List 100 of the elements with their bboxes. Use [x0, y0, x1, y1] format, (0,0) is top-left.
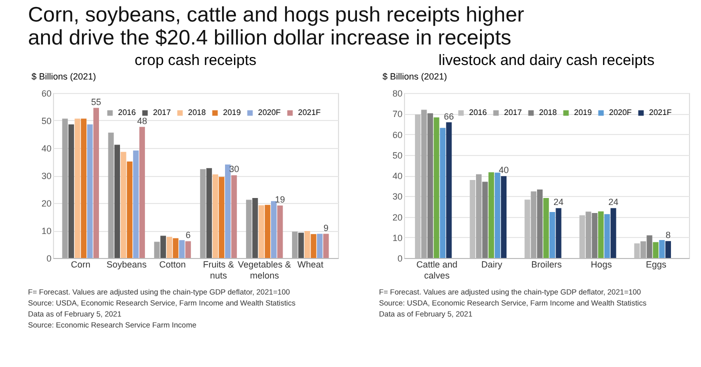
chart-title: Corn, soybeans, cattle and hogs push receipts higher and drive the $20.4 billion dollar increase in receipts — [28, 4, 524, 50]
bar — [537, 190, 543, 258]
bar — [640, 241, 646, 258]
bar — [93, 108, 99, 258]
bar — [556, 208, 562, 258]
y-tick-label: 10 — [41, 226, 52, 236]
y-tick-label: 0 — [46, 254, 52, 264]
bar — [80, 118, 86, 258]
y-tick-label: 20 — [392, 212, 402, 222]
y-axis-title: $ Billions (2021) — [32, 72, 96, 82]
bar — [126, 161, 132, 258]
x-tick-label: Cotton — [159, 260, 186, 270]
bar — [252, 198, 258, 258]
x-tick-label: Corn — [70, 260, 90, 270]
bar — [482, 182, 488, 258]
y-tick-label: 80 — [392, 88, 402, 98]
bar — [446, 122, 452, 258]
bar — [166, 236, 172, 258]
bar — [665, 241, 671, 258]
legend-label: 2021F — [649, 108, 672, 117]
bar — [114, 144, 120, 258]
bar — [598, 211, 604, 258]
bar — [185, 241, 191, 258]
bar — [323, 234, 329, 258]
bar — [316, 234, 323, 258]
legend-label: 2017 — [504, 108, 522, 117]
x-tick-label: Fruits & nuts — [202, 260, 234, 280]
legend-label: 2019 — [574, 108, 592, 117]
y-tick-label: 70 — [392, 109, 402, 120]
data-label: 6 — [186, 230, 191, 240]
y-tick-label: 10 — [392, 232, 402, 243]
x-tick-label: Vegetables & melons — [238, 260, 291, 280]
bar — [550, 212, 556, 258]
bar — [212, 174, 218, 258]
legend-label: 2019 — [223, 108, 242, 117]
y-tick-label: 50 — [392, 150, 402, 160]
bar — [304, 231, 310, 258]
bar — [292, 232, 298, 258]
bar — [246, 200, 252, 258]
bar — [218, 176, 224, 258]
bar — [298, 232, 304, 258]
y-tick-label: 60 — [392, 130, 402, 140]
y-tick-label: 60 — [41, 88, 52, 98]
y-tick-label: 50 — [41, 116, 52, 126]
bar — [476, 174, 482, 258]
x-tick-label: Cattle and calves — [416, 260, 458, 280]
bar — [421, 110, 427, 258]
legend-label: 2021F — [298, 108, 321, 117]
bar — [586, 212, 592, 258]
bar — [74, 118, 80, 258]
bar — [231, 175, 237, 258]
y-tick-label: 40 — [41, 144, 52, 154]
legend-label: 2017 — [153, 108, 172, 117]
data-label: 9 — [323, 222, 329, 233]
bar — [87, 124, 93, 258]
x-tick-label: Wheat — [297, 260, 324, 270]
y-tick-label: 30 — [392, 192, 402, 202]
data-label: 66 — [444, 111, 454, 122]
legend-label: 2018 — [188, 108, 206, 117]
y-tick-label: 30 — [41, 171, 52, 181]
bar — [543, 198, 549, 258]
bar — [530, 191, 536, 258]
bar — [200, 169, 206, 258]
data-label: 8 — [666, 230, 671, 240]
x-tick-label: Hogs — [590, 260, 612, 270]
bar — [68, 124, 74, 258]
bar — [270, 201, 277, 258]
x-tick-label: Eggs — [646, 260, 667, 270]
bar — [592, 213, 598, 258]
bar — [646, 235, 652, 258]
y-axis-title: $ Billions (2021) — [382, 72, 448, 82]
bar — [172, 238, 178, 258]
bar — [225, 164, 231, 258]
data-label: 24 — [608, 197, 618, 208]
bar — [120, 152, 126, 258]
bar — [659, 240, 665, 258]
legend-label: 2020F — [609, 108, 632, 117]
chart-subtitle: livestock and dairy cash receipts — [438, 52, 654, 69]
bar — [62, 118, 68, 258]
x-tick-label: Soybeans — [106, 260, 148, 270]
bar — [652, 242, 658, 258]
bar — [133, 150, 139, 258]
bar — [277, 205, 283, 258]
bar — [610, 208, 616, 258]
bar — [434, 117, 440, 258]
data-label: 48 — [137, 116, 148, 126]
bar — [264, 204, 270, 258]
data-label: 19 — [275, 194, 286, 204]
bar — [206, 168, 212, 258]
legend-label: 2020F — [258, 108, 281, 117]
legend-label: 2016 — [118, 108, 136, 117]
bar — [139, 126, 145, 258]
bar — [258, 205, 264, 258]
y-tick-label: 0 — [397, 254, 402, 264]
data-label: 40 — [498, 165, 509, 176]
legend-label: 2016 — [469, 108, 488, 117]
x-tick-label: Broilers — [531, 260, 562, 270]
bar — [179, 240, 185, 258]
x-tick-label: Dairy — [481, 260, 503, 270]
bar — [440, 128, 446, 258]
